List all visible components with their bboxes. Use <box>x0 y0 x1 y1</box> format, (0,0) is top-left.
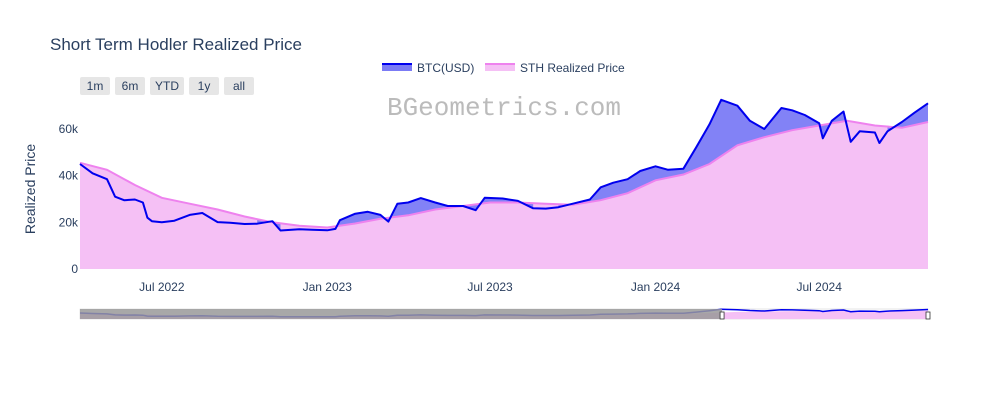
slider-handle-right[interactable] <box>925 311 931 320</box>
legend-btc-label: BTC(USD) <box>417 61 474 75</box>
range-button-label: all <box>233 79 245 93</box>
range-button-all[interactable]: all <box>224 77 254 95</box>
range-button-1y[interactable]: 1y <box>189 77 219 95</box>
x-axis: Jul 2022 Jan 2023 Jul 2023 Jan 2024 Jul 2024 <box>139 280 842 294</box>
y-axis: 0 20k 40k 60k <box>59 122 79 276</box>
legend-btc[interactable]: BTC(USD) <box>382 61 474 75</box>
y-tick-label: 0 <box>71 262 78 276</box>
y-tick-label: 60k <box>59 122 79 136</box>
sth-area <box>80 120 928 269</box>
range-button-label: 1m <box>87 79 104 93</box>
legend-sth-label: STH Realized Price <box>520 61 625 75</box>
range-button-6m[interactable]: 6m <box>115 77 145 95</box>
range-button-bg <box>115 77 145 95</box>
range-button-label: 6m <box>122 79 139 93</box>
range-button-label: 1y <box>198 79 211 93</box>
legend-sth-swatch <box>485 63 515 71</box>
slider-handle-left[interactable] <box>719 311 725 320</box>
x-tick-label: Jul 2024 <box>797 280 843 294</box>
y-tick-label: 40k <box>59 169 79 183</box>
range-button-1m[interactable]: 1m <box>80 77 110 95</box>
x-tick-label: Jul 2022 <box>139 280 185 294</box>
range-button-bg <box>80 77 110 95</box>
legend-btc-swatch <box>382 63 412 71</box>
x-tick-label: Jul 2023 <box>467 280 513 294</box>
slider-mask-left <box>80 309 723 319</box>
legend: BTC(USD) STH Realized Price <box>382 61 625 75</box>
range-button-bg <box>189 77 219 95</box>
range-button-ytd[interactable]: YTD <box>150 77 184 95</box>
range-button-bg <box>150 77 184 95</box>
btc-sth-band <box>80 99 928 231</box>
y-tick-label: 20k <box>59 215 79 229</box>
watermark: BGeometrics.com <box>387 93 621 123</box>
range-button-bg <box>224 77 254 95</box>
y-axis-title: Realized Price <box>22 144 38 234</box>
x-tick-label: Jan 2024 <box>631 280 681 294</box>
btc-line <box>79 98 929 232</box>
legend-sth[interactable]: STH Realized Price <box>485 61 625 75</box>
x-tick-label: Jan 2023 <box>303 280 353 294</box>
range-selector: 1m 6m YTD 1y all <box>80 77 254 95</box>
sth-line <box>79 119 929 229</box>
plot-area <box>79 98 929 269</box>
range-slider[interactable] <box>79 308 931 320</box>
range-button-label: YTD <box>155 79 179 93</box>
chart-title: Short Term Hodler Realized Price <box>50 35 302 54</box>
